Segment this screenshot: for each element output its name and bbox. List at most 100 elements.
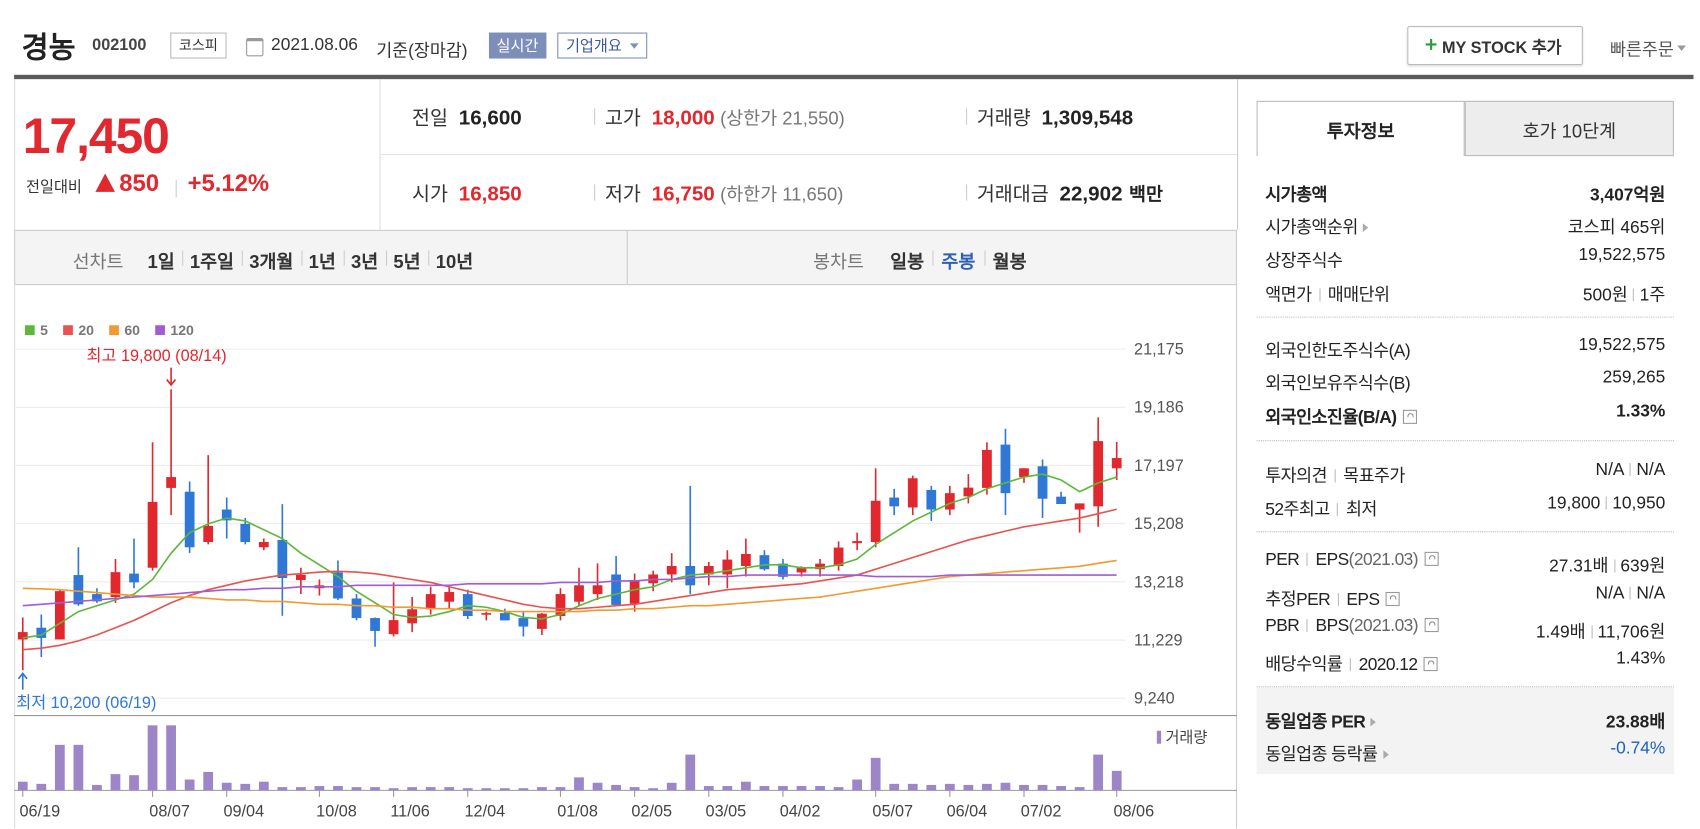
overview-button[interactable]: 기업개요 (557, 32, 647, 59)
candle-body (926, 489, 937, 510)
volume-bar (36, 783, 47, 791)
max-arrowhead (166, 379, 177, 387)
base-date: 2021.08.06 (271, 35, 358, 55)
help-icon[interactable] (1402, 409, 1418, 424)
candle-body (1019, 468, 1029, 478)
separator (1334, 469, 1336, 483)
tab-label: 투자정보 (1326, 121, 1395, 143)
candle-body (870, 500, 881, 543)
period-tab[interactable]: 주봉 (941, 251, 976, 273)
volume-bar (314, 786, 325, 791)
divider (175, 179, 177, 198)
info-label-text: 추정PER (1265, 590, 1331, 610)
info-value-text: 259,265 (1602, 368, 1666, 388)
volume-bar (54, 744, 65, 791)
candle-body (611, 574, 621, 605)
help-mark (1428, 555, 1436, 560)
info-value-text: 19,522,575 (1578, 246, 1666, 265)
volume-bar (1000, 782, 1011, 791)
volume-bar (1111, 770, 1122, 791)
info-label: 외국인한도주식수(A) (1265, 336, 1410, 362)
help-icon[interactable] (1424, 551, 1439, 566)
info-value: 코스피 465위 (1568, 212, 1666, 238)
max-annotation: 최고 19,800 (08/14) (87, 347, 227, 365)
link-arrow[interactable] (1382, 750, 1389, 759)
period-tab[interactable]: 월봉 (992, 251, 1027, 273)
separator (594, 184, 596, 201)
info-label-text: 시가총액 (1265, 186, 1327, 205)
min-annotation: 최저 10,200 (06/19) (16, 694, 156, 712)
separator (1306, 619, 1308, 633)
quote-label: 시가 (411, 183, 448, 205)
info-value-text: 1.33% (1616, 402, 1666, 421)
volume-bar (333, 786, 343, 791)
link-arrow[interactable] (1370, 717, 1377, 727)
help-mark (1407, 413, 1414, 418)
realtime-button[interactable]: 실시간 (488, 32, 547, 59)
candle-body (92, 594, 102, 602)
volume-bar (240, 783, 251, 791)
legend-label: 20 (78, 322, 94, 338)
candle-body (833, 547, 844, 566)
info-label-text: 2020.12 (1358, 655, 1418, 675)
info-label: 외국인보유주식수(B) (1265, 369, 1410, 395)
period-tab[interactable]: 1주일 (189, 251, 235, 273)
volume-bar (666, 782, 677, 791)
candle-body (73, 575, 84, 605)
link-arrow[interactable] (1363, 223, 1369, 233)
separator (1337, 503, 1339, 517)
period-tab[interactable]: 3개월 (249, 251, 294, 273)
quick-order[interactable]: 빠른주문 (1610, 35, 1686, 61)
plus-icon (1425, 39, 1437, 50)
candle-body (852, 541, 863, 544)
volume-bar (611, 784, 621, 791)
x-tick-label: 06/19 (20, 802, 61, 820)
info-label: 상장주식수 (1265, 246, 1343, 272)
volume-bar (296, 787, 306, 791)
period-tab[interactable]: 3년 (350, 251, 379, 273)
info-label-text: EPS (1346, 590, 1380, 610)
volume-bar (963, 784, 974, 791)
help-mark (1428, 621, 1436, 626)
volume-bar (648, 788, 659, 791)
period-tab[interactable]: 1년 (308, 251, 336, 273)
help-icon[interactable] (1385, 591, 1401, 607)
legend-swatch (24, 325, 35, 336)
y-tick-label: 13,218 (1134, 573, 1184, 591)
period-tab[interactable]: 5년 (393, 251, 421, 273)
quote-sub: (상한가 21,550) (720, 108, 845, 130)
section-divider (1256, 686, 1674, 688)
volume-bar (944, 783, 955, 791)
quote-value: 16,600 (458, 107, 522, 131)
header-rule (14, 74, 1694, 80)
x-tick-label: 05/07 (872, 802, 913, 820)
period-tab[interactable]: 1일 (147, 251, 175, 273)
period-tab[interactable]: 일봉 (890, 251, 925, 273)
mystock-button[interactable]: MY STOCK 추가 (1407, 26, 1583, 66)
candle-body (203, 525, 214, 543)
candle-body (370, 618, 380, 631)
stock-name: 경농 (21, 31, 76, 64)
tab[interactable] (1256, 100, 1465, 157)
x-tick-label: 08/07 (149, 802, 190, 820)
quote-label: 거래량 (976, 107, 1031, 130)
legend-label: 60 (124, 322, 140, 338)
info-value-text: 1주 (1639, 286, 1666, 305)
volume-bar (537, 787, 547, 791)
separator (385, 250, 387, 266)
volume-bar (147, 725, 158, 791)
info-label-text: 목표주가 (1343, 467, 1405, 486)
info-label: 액면가 매매단위 (1265, 280, 1390, 306)
separator (1591, 625, 1593, 639)
volume-bar (592, 782, 603, 791)
tab[interactable] (1464, 100, 1674, 157)
volume-bar (17, 781, 28, 791)
period-tab[interactable]: 10년 (435, 251, 474, 273)
info-value: 27.31배 639원 (1549, 551, 1665, 577)
volume-bar (741, 781, 751, 791)
help-icon[interactable] (1424, 657, 1439, 672)
separator (1629, 586, 1631, 600)
x-tick-label: 12/04 (465, 802, 506, 820)
volume-legend: 거래량 (1165, 730, 1207, 747)
help-icon[interactable] (1424, 617, 1439, 633)
